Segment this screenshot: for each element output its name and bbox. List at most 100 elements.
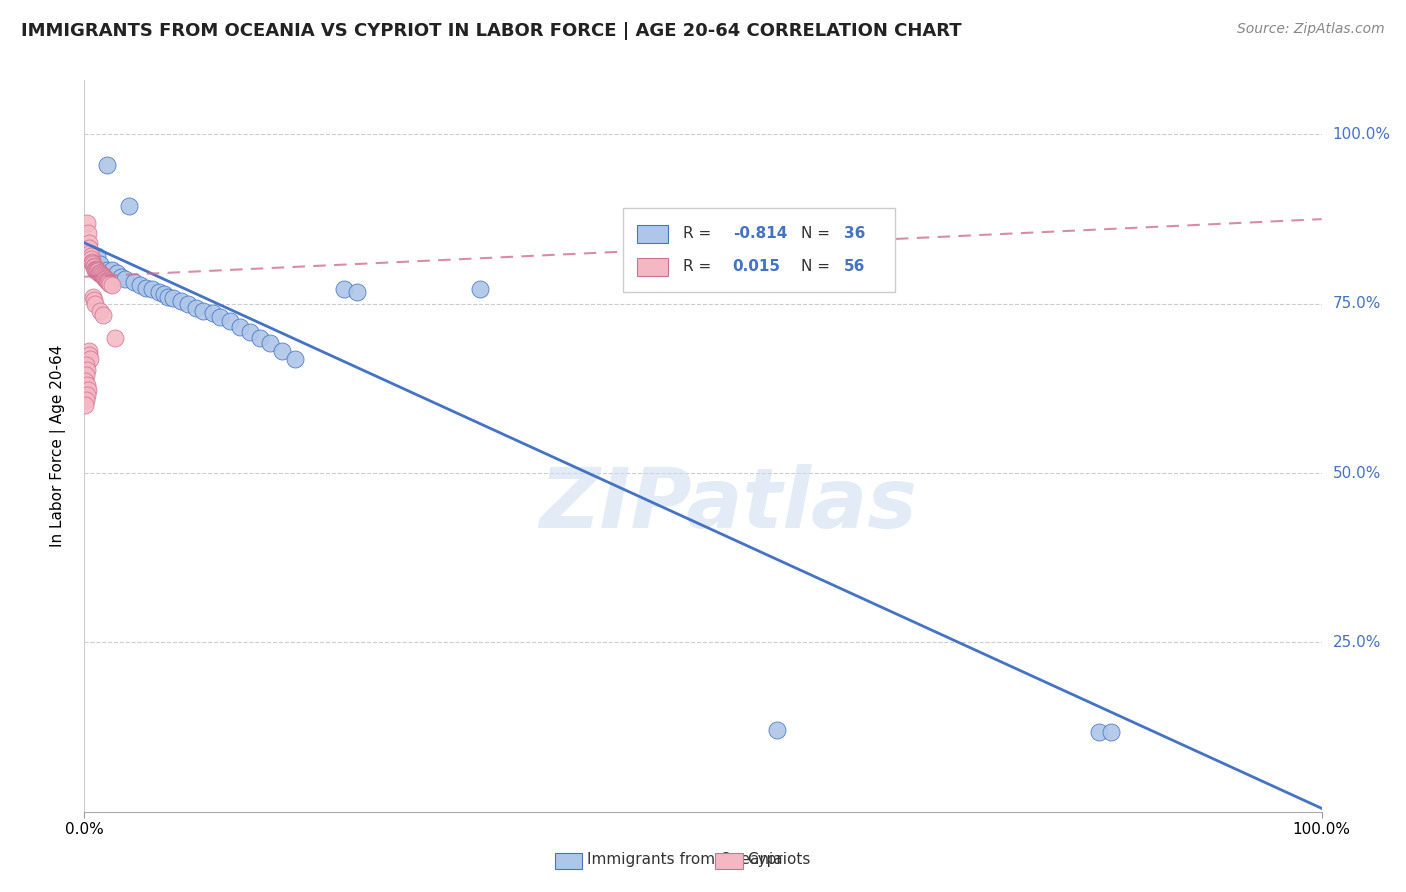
Text: Cypriots: Cypriots [748,852,811,867]
Point [229,319,252,334]
Point [202,306,225,320]
Point [94,271,117,285]
Point [470,282,492,296]
Point [96,158,118,172]
Text: Immigrants from Oceania: Immigrants from Oceania [586,852,782,867]
Point [79,241,101,255]
Point [82,256,104,270]
Point [79,352,101,367]
Point [90,268,112,282]
Point [83,261,105,276]
Point [93,269,115,284]
Point [75,368,97,382]
Point [100,263,122,277]
Text: 75.0%: 75.0% [1333,296,1381,311]
Text: R =: R = [683,227,716,242]
Point [98,276,121,290]
Point [129,277,152,292]
Point [80,252,103,266]
Point [259,336,281,351]
Point [79,348,101,362]
Point [75,358,97,372]
Text: N =: N = [801,260,835,275]
Point [114,272,136,286]
Point [83,259,105,273]
Y-axis label: In Labor Force | Age 20-64: In Labor Force | Age 20-64 [51,345,66,547]
Text: 25.0%: 25.0% [1333,635,1381,650]
Point [148,285,170,299]
Point [91,268,114,283]
Point [239,325,262,339]
Bar [637,225,668,243]
Bar [637,258,668,276]
Point [94,271,117,285]
Point [89,266,111,280]
Point [75,398,97,412]
Point [105,266,128,280]
Point [86,249,108,263]
Point [90,267,112,281]
Text: IMMIGRANTS FROM OCEANIA VS CYPRIOT IN LABOR FORCE | AGE 20-64 CORRELATION CHART: IMMIGRANTS FROM OCEANIA VS CYPRIOT IN LA… [21,22,962,40]
Text: R =: R = [683,260,716,275]
Point [77,226,100,240]
Point [191,303,214,318]
Point [104,331,127,345]
Bar [716,853,742,869]
Text: -0.814: -0.814 [733,227,787,242]
Point [97,275,120,289]
Text: 100.0%: 100.0% [1333,127,1391,142]
Point [79,246,101,260]
Point [122,275,145,289]
Point [84,263,107,277]
Point [84,263,107,277]
Point [79,249,101,263]
Point [80,254,103,268]
Point [89,266,111,280]
FancyBboxPatch shape [623,209,894,293]
Point [284,352,307,367]
Point [89,258,111,272]
Text: Source: ZipAtlas.com: Source: ZipAtlas.com [1237,22,1385,37]
Point [110,269,132,284]
Text: 56: 56 [844,260,866,275]
Point [87,266,110,280]
Point [91,308,114,322]
Point [79,249,101,263]
Point [82,258,104,272]
Point [89,266,111,280]
Point [346,285,368,299]
Point [83,260,105,275]
Point [76,378,98,392]
Point [96,263,118,277]
Point [96,273,118,287]
Point [100,277,122,292]
Point [157,290,180,304]
Point [135,280,157,294]
Text: 50.0%: 50.0% [1333,466,1381,481]
Point [98,277,121,292]
Text: ZIPatlas: ZIPatlas [538,464,917,545]
Text: 36: 36 [844,227,866,242]
Point [219,314,242,328]
Text: 0.015: 0.015 [733,260,780,275]
Point [84,297,107,311]
Point [96,274,118,288]
Point [77,344,100,359]
Point [766,723,789,738]
Point [94,272,117,286]
Bar [554,853,582,869]
Point [89,303,111,318]
Point [91,268,114,283]
Point [184,301,207,315]
Point [209,310,232,325]
Point [177,297,200,311]
Point [76,363,98,377]
Point [141,282,163,296]
Point [97,275,120,289]
Point [76,388,98,402]
Point [86,264,108,278]
Point [77,235,100,250]
Point [170,294,193,309]
Point [333,282,356,296]
Point [1099,724,1122,739]
